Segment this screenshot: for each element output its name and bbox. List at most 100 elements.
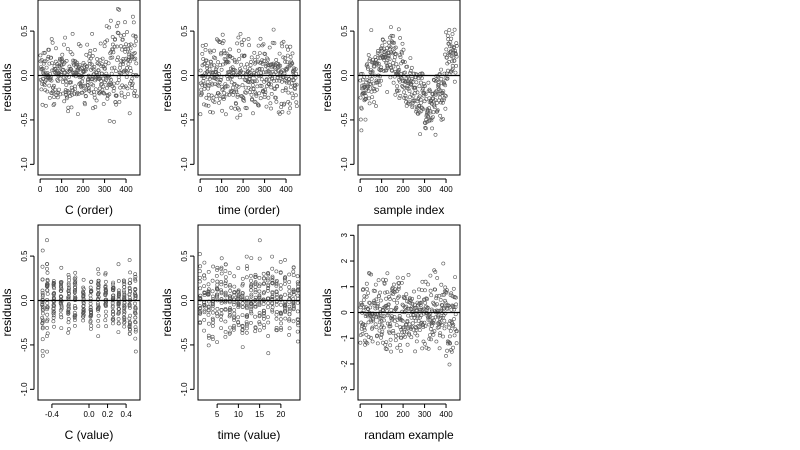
data-point bbox=[278, 283, 283, 288]
data-point bbox=[208, 50, 213, 55]
data-point bbox=[443, 106, 448, 111]
data-point bbox=[96, 308, 101, 313]
data-point bbox=[259, 71, 264, 76]
data-point bbox=[428, 288, 433, 293]
data-point bbox=[240, 293, 245, 298]
data-point bbox=[219, 282, 224, 287]
data-point bbox=[415, 333, 420, 338]
data-point bbox=[127, 304, 132, 308]
data-point bbox=[225, 92, 230, 97]
data-point bbox=[286, 110, 291, 115]
data-point bbox=[208, 110, 213, 114]
data-point bbox=[400, 330, 404, 335]
data-point bbox=[409, 335, 414, 340]
data-point bbox=[45, 89, 50, 94]
data-point bbox=[229, 80, 234, 85]
data-point bbox=[257, 238, 262, 243]
data-point bbox=[385, 313, 390, 318]
data-point bbox=[273, 95, 278, 100]
data-point bbox=[50, 91, 55, 96]
data-point bbox=[287, 101, 292, 106]
data-point bbox=[84, 52, 89, 57]
data-point bbox=[111, 293, 115, 298]
data-point bbox=[371, 318, 376, 323]
x-tick-label: 0 bbox=[198, 185, 203, 194]
data-point bbox=[454, 54, 459, 59]
data-point bbox=[70, 32, 75, 36]
data-point bbox=[73, 288, 78, 292]
y-axis-title: residuals bbox=[320, 63, 334, 111]
data-point bbox=[202, 328, 207, 333]
data-point bbox=[418, 303, 423, 308]
data-point bbox=[296, 323, 301, 328]
data-point bbox=[107, 25, 112, 30]
data-point bbox=[45, 238, 49, 243]
data-point bbox=[219, 308, 224, 312]
data-point bbox=[240, 328, 245, 333]
data-point bbox=[295, 300, 300, 305]
data-point bbox=[287, 304, 292, 309]
data-point bbox=[207, 67, 212, 72]
data-point bbox=[369, 272, 374, 277]
data-point bbox=[433, 315, 438, 320]
data-point bbox=[133, 336, 138, 341]
data-point bbox=[294, 82, 299, 87]
data-point bbox=[382, 281, 387, 286]
data-point bbox=[289, 81, 294, 86]
data-point bbox=[91, 83, 96, 88]
data-point bbox=[433, 132, 438, 137]
data-point bbox=[72, 315, 77, 320]
data-point bbox=[416, 318, 421, 323]
data-point bbox=[45, 278, 50, 283]
data-point bbox=[441, 334, 445, 339]
data-point bbox=[279, 325, 283, 330]
data-point bbox=[379, 335, 383, 340]
data-point bbox=[406, 272, 411, 277]
data-point bbox=[274, 312, 279, 317]
data-point bbox=[66, 272, 71, 277]
data-point bbox=[401, 59, 406, 64]
data-point bbox=[274, 328, 279, 333]
data-point bbox=[423, 84, 427, 88]
data-point bbox=[45, 305, 50, 309]
data-point bbox=[227, 308, 232, 312]
data-point bbox=[122, 85, 126, 90]
data-point bbox=[443, 285, 448, 290]
data-point bbox=[215, 340, 220, 345]
data-point bbox=[128, 66, 133, 70]
data-point bbox=[38, 53, 43, 58]
data-point bbox=[240, 295, 245, 300]
data-point bbox=[127, 305, 132, 310]
data-point bbox=[66, 311, 71, 316]
data-point bbox=[257, 314, 262, 319]
x-tick-label: 100 bbox=[375, 185, 389, 194]
data-point bbox=[96, 307, 101, 312]
data-point bbox=[122, 308, 126, 313]
data-point bbox=[295, 339, 300, 344]
data-point bbox=[434, 294, 439, 299]
plot-frame bbox=[37, 0, 141, 176]
data-point bbox=[90, 54, 95, 58]
data-point bbox=[203, 48, 208, 52]
data-point bbox=[212, 48, 217, 53]
data-point bbox=[211, 317, 215, 322]
data-point bbox=[274, 269, 279, 274]
data-point bbox=[374, 104, 378, 108]
data-point bbox=[254, 79, 259, 84]
data-point bbox=[210, 294, 215, 299]
data-point bbox=[98, 76, 103, 81]
data-point bbox=[133, 277, 138, 282]
data-point bbox=[198, 295, 202, 300]
data-point bbox=[69, 105, 74, 110]
data-point bbox=[274, 283, 279, 288]
data-point bbox=[395, 300, 400, 305]
data-point bbox=[45, 349, 50, 354]
data-point bbox=[398, 343, 403, 347]
data-point bbox=[413, 85, 418, 90]
data-point bbox=[452, 333, 457, 338]
data-point bbox=[414, 104, 419, 109]
data-point bbox=[236, 266, 241, 271]
data-point bbox=[104, 78, 108, 83]
data-point bbox=[75, 60, 79, 65]
data-point bbox=[105, 38, 110, 43]
